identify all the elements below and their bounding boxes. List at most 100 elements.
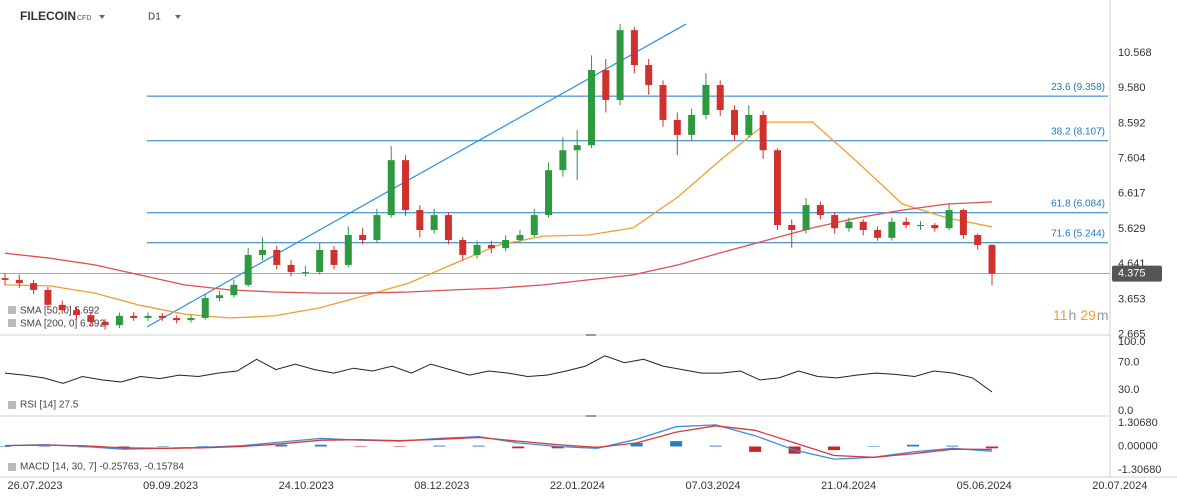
candle-body <box>30 283 38 290</box>
candle <box>373 208 381 243</box>
candle-body <box>659 85 667 120</box>
macd-histogram-bar <box>907 444 920 447</box>
candle <box>44 287 52 309</box>
candle-body <box>974 234 982 245</box>
candle-body <box>602 70 610 100</box>
candle-body <box>258 249 266 255</box>
timeframe[interactable]: D1 <box>148 12 161 23</box>
candle-body <box>15 279 23 284</box>
y-tick-label: 70.0 <box>1118 357 1139 369</box>
candle <box>888 217 896 241</box>
last-price-label: 4.375 <box>1118 268 1146 280</box>
candle <box>645 58 653 95</box>
candle-body <box>759 114 767 151</box>
macd-histogram-bar <box>354 446 367 448</box>
y-tick-label: 9.580 <box>1118 82 1146 94</box>
candle-body <box>201 298 209 319</box>
candle-body <box>87 315 95 322</box>
resize-handle[interactable] <box>586 415 596 417</box>
macd-histogram-bar <box>946 445 959 447</box>
candle <box>874 226 882 241</box>
candle-body <box>173 318 181 321</box>
fib-label: 23.6 (9.358) <box>1051 82 1105 93</box>
x-tick-label: 20.07.2024 <box>1092 480 1147 492</box>
y-tick-label: -1.30680 <box>1118 464 1161 476</box>
candle-body <box>630 30 638 66</box>
candle-body <box>616 30 624 100</box>
candle-body <box>931 225 939 229</box>
candle <box>716 80 724 117</box>
candle <box>688 108 696 141</box>
last-price-box <box>1112 265 1162 282</box>
timer-part: m <box>1097 307 1109 323</box>
macd-histogram-bar <box>275 444 288 447</box>
rsi-line <box>4 355 993 393</box>
macd-line <box>4 424 993 460</box>
dropdown-arrow[interactable] <box>175 15 181 19</box>
legend-entry: SMA [200, 0] 6.392 <box>20 319 105 330</box>
y-tick-label: 3.653 <box>1118 293 1146 305</box>
candle-body <box>402 160 410 211</box>
indicator-icon[interactable] <box>8 401 16 409</box>
candle <box>273 246 281 270</box>
y-tick-label: 7.604 <box>1118 153 1146 165</box>
macd-histogram-bar <box>551 446 564 449</box>
indicator-icon[interactable] <box>8 319 16 327</box>
candle <box>416 205 424 238</box>
indicator-icon[interactable] <box>8 306 16 314</box>
candle <box>359 228 367 245</box>
trend-line <box>146 23 687 328</box>
y-tick-label: 30.0 <box>1118 384 1139 396</box>
candle <box>444 212 452 245</box>
legend-entry: SMA [50, 0] 5.692 <box>20 306 100 317</box>
macd-histogram-bar <box>670 441 683 447</box>
candle-body <box>301 272 309 274</box>
candle <box>87 311 95 327</box>
timer-part: 29 <box>1080 307 1096 323</box>
sma-line <box>4 201 993 294</box>
candle <box>487 240 495 254</box>
dropdown-arrow[interactable] <box>99 15 105 19</box>
candle <box>201 294 209 320</box>
candle-body <box>216 295 224 299</box>
macd-histogram-bar <box>393 446 406 447</box>
candle <box>845 217 853 232</box>
candle <box>673 112 681 156</box>
candle-body <box>702 85 710 115</box>
candle-body <box>373 215 381 240</box>
y-tick-label: 100.0 <box>1118 336 1146 348</box>
macd-histogram-bar <box>314 444 327 447</box>
indicator-icons <box>8 306 16 471</box>
candle <box>316 242 324 275</box>
candle <box>244 247 252 288</box>
candle-body <box>430 215 438 231</box>
x-tick-label: 08.12.2023 <box>414 480 469 492</box>
macd-histogram-bar <box>709 445 722 447</box>
candle-body <box>516 234 524 240</box>
y-tick-label: 1.30680 <box>1118 417 1158 429</box>
fib-label: 61.8 (6.084) <box>1051 198 1105 209</box>
candle-body <box>802 205 810 231</box>
candle <box>30 279 38 295</box>
candle-body <box>387 160 395 216</box>
candle <box>573 130 581 181</box>
y-tick-label: 10.568 <box>1118 47 1152 59</box>
macd-histogram-bar <box>196 446 209 447</box>
timer-part: 11 <box>1053 307 1068 323</box>
y-tick-label: 6.617 <box>1118 188 1146 200</box>
candle-body <box>316 249 324 273</box>
resize-handle[interactable] <box>586 334 596 336</box>
candle-body <box>788 225 796 231</box>
indicator-icon[interactable] <box>8 463 16 471</box>
symbol[interactable]: FILECOIN <box>20 9 76 23</box>
candle-body <box>916 225 924 227</box>
candle <box>58 300 66 314</box>
x-tick-label: 09.09.2023 <box>143 480 198 492</box>
candle-body <box>273 249 281 265</box>
candle-body <box>645 65 653 86</box>
candle <box>101 319 109 330</box>
candle-body <box>673 119 681 135</box>
candle-body <box>945 210 953 229</box>
candle-body <box>530 215 538 235</box>
candle <box>173 315 181 324</box>
